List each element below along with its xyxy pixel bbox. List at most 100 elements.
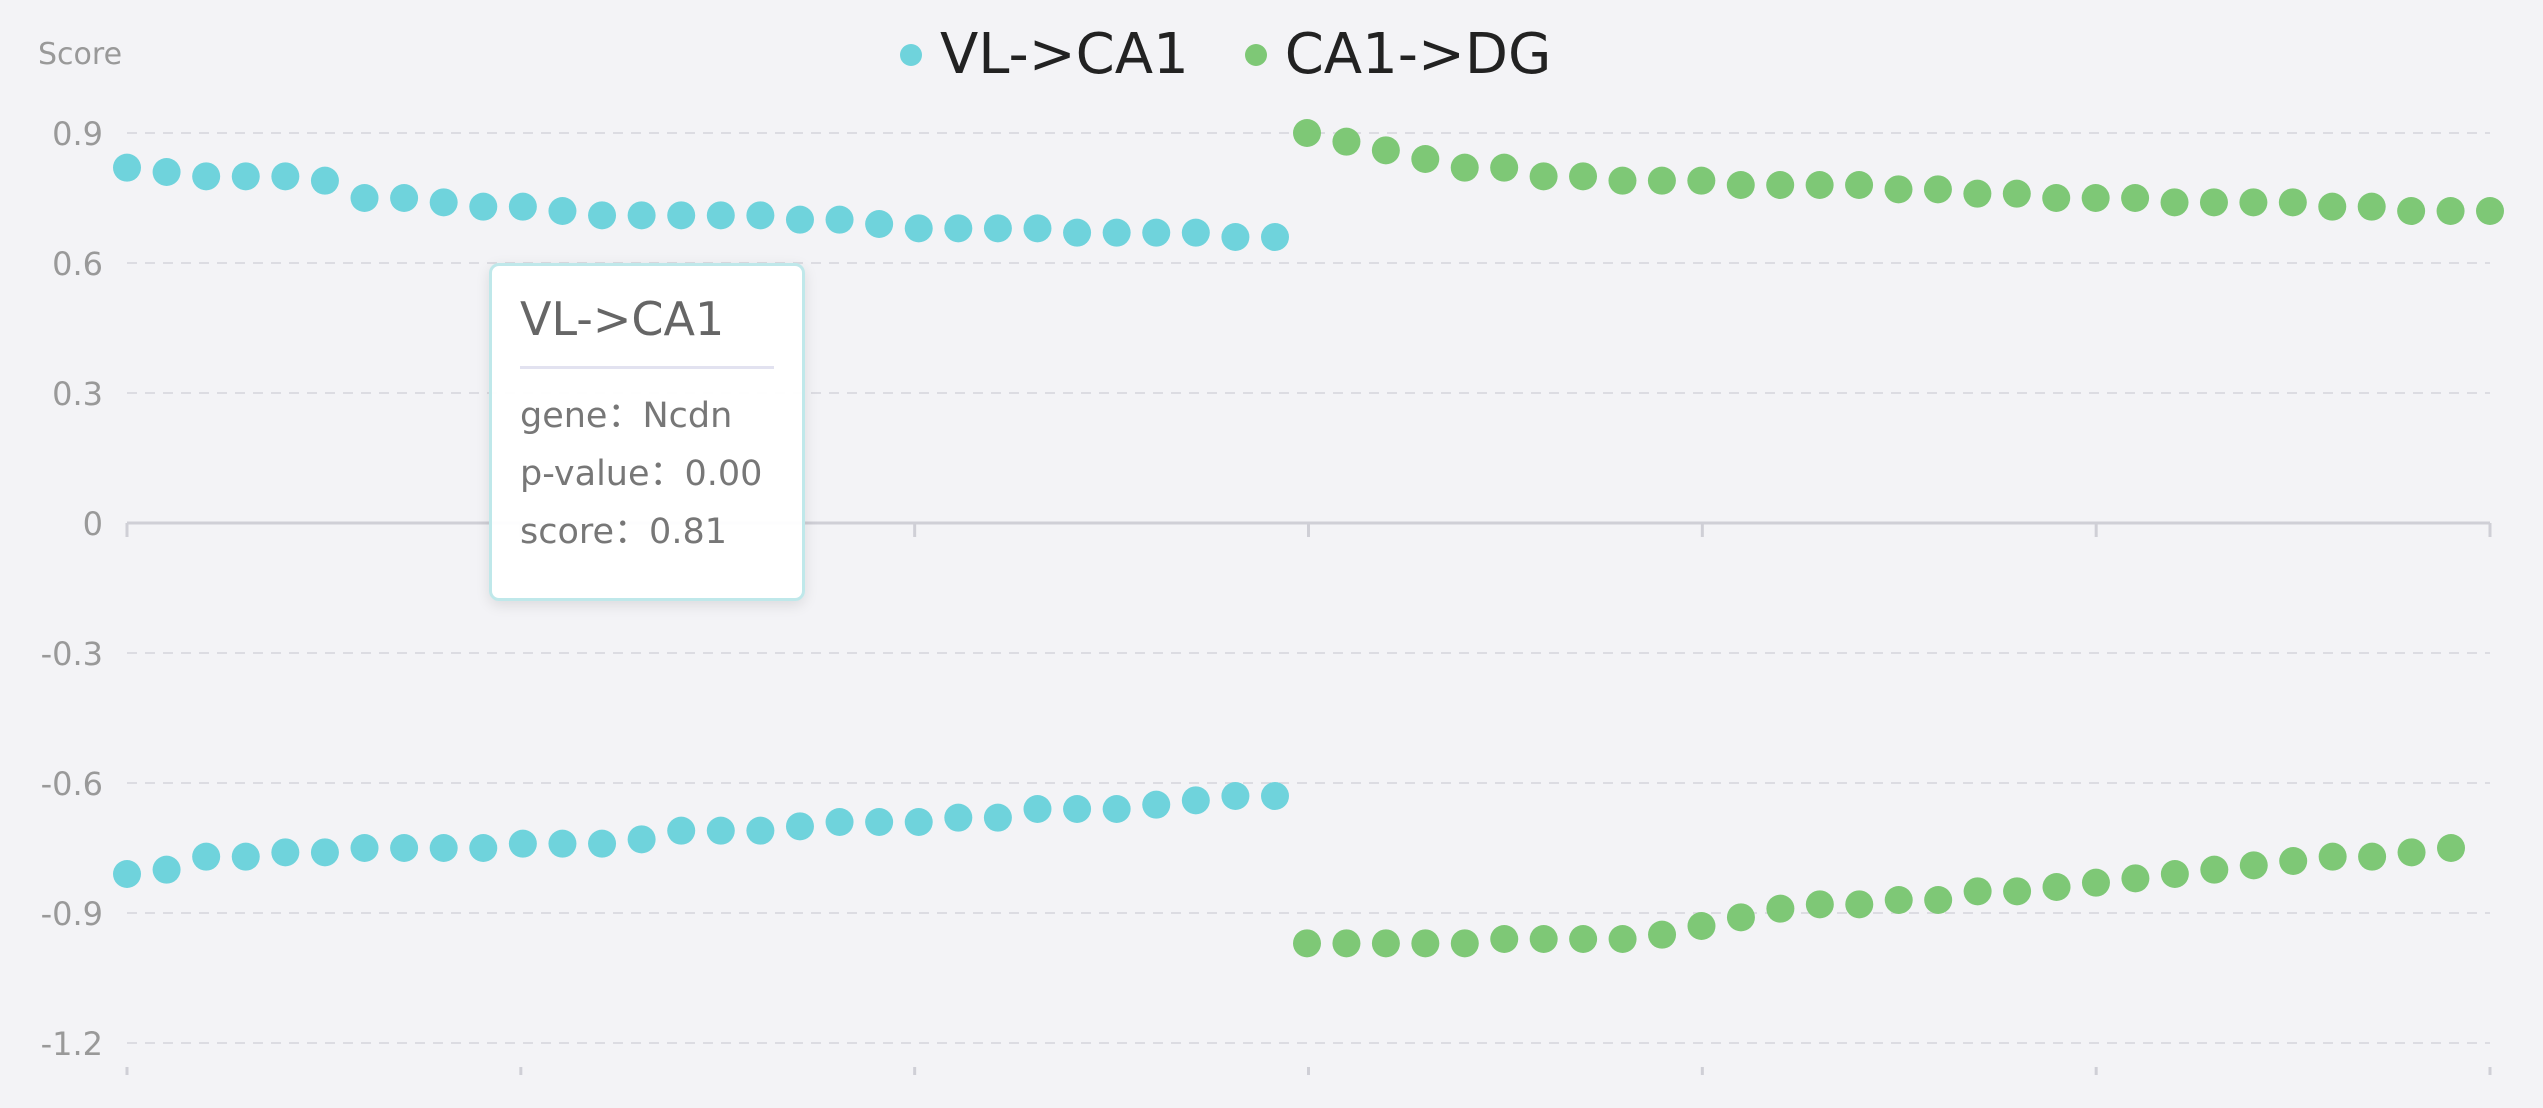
point-ca1-dg (2436, 197, 2465, 225)
point-vl-ca1 (865, 210, 894, 238)
point-ca1-dg (1293, 929, 1321, 958)
point-vl-ca1 (350, 184, 379, 212)
point-ca1-dg (1371, 929, 1400, 958)
legend-marker-ca1-dg (1244, 43, 1267, 66)
point-vl-ca1 (865, 808, 894, 836)
point-ca1-dg (1963, 877, 1992, 906)
point-vl-ca1 (1102, 218, 1131, 247)
point-vl-ca1 (1063, 218, 1092, 247)
point-vl-ca1 (1023, 795, 1052, 823)
point-ca1-dg (2397, 197, 2426, 225)
point-ca1-dg (1411, 929, 1440, 958)
legend-label-ca1-dg: CA1->DG (1284, 22, 1552, 87)
point-vl-ca1 (231, 162, 260, 191)
legend-marker-vl-ca1 (900, 43, 922, 66)
point-vl-ca1 (1221, 782, 1250, 810)
point-ca1-dg (1726, 171, 1755, 199)
point-ca1-dg (1371, 136, 1400, 165)
point-ca1-dg (2042, 873, 2071, 901)
legend-item-vl-ca1[interactable]: VL->CA1 (900, 22, 1189, 87)
point-ca1-dg (2003, 877, 2032, 906)
point-vl-ca1 (310, 166, 339, 195)
tooltip-score: score：0.81 (520, 512, 727, 552)
point-vl-ca1 (469, 834, 498, 862)
point-vl-ca1 (983, 214, 1012, 243)
point-ca1-dg (1805, 890, 1834, 919)
point-ca1-dg (1884, 886, 1913, 914)
point-vl-ca1 (469, 192, 498, 221)
point-ca1-dg (2160, 188, 2189, 217)
point-ca1-dg (2081, 184, 2110, 212)
point-ca1-dg (1963, 179, 1992, 208)
point-vl-ca1 (390, 834, 419, 862)
point-vl-ca1 (1102, 795, 1131, 823)
point-ca1-dg (1687, 166, 1716, 195)
tooltip-pvalue: p-value：0.00 (520, 454, 763, 494)
point-ca1-dg (1766, 171, 1795, 199)
point-vl-ca1 (588, 201, 617, 230)
point-vl-ca1 (548, 829, 577, 858)
point-ca1-dg (2318, 842, 2347, 871)
point-ca1-dg (1845, 171, 1874, 199)
point-ca1-dg (1923, 175, 1952, 204)
point-ca1-dg (1805, 171, 1834, 199)
point-ca1-dg (1648, 920, 1677, 949)
point-ca1-dg (1490, 153, 1519, 182)
point-ca1-dg (2081, 868, 2110, 897)
point-vl-ca1 (746, 816, 775, 845)
point-ca1-dg (1884, 175, 1913, 204)
y-tick-label: 0.9 (52, 115, 103, 153)
point-vl-ca1 (588, 829, 617, 858)
legend: VL->CA1 CA1->DG (900, 22, 1607, 87)
point-vl-ca1 (350, 834, 379, 862)
y-tick-label: 0.3 (52, 375, 103, 413)
tooltip-title: VL->CA1 (520, 292, 774, 369)
point-ca1-dg (1450, 153, 1479, 182)
point-vl-ca1 (785, 812, 814, 841)
point-vl-ca1 (310, 838, 339, 867)
point-vl-ca1 (152, 855, 181, 884)
point-ca1-dg (1529, 162, 1558, 191)
point-ca1-dg (2160, 860, 2189, 888)
point-vl-ca1 (1023, 214, 1052, 243)
point-ca1-dg (1569, 925, 1598, 953)
point-ca1-dg (1726, 903, 1755, 932)
point-vl-ca1 (429, 188, 458, 217)
legend-item-ca1-dg[interactable]: CA1->DG (1244, 22, 1552, 87)
point-ca1-dg (1332, 127, 1361, 156)
point-vl-ca1 (904, 214, 933, 243)
tooltip-gene: gene：Ncdn (520, 396, 733, 436)
data-tooltip: VL->CA1 gene：Ncdn p-value：0.00 score：0.8… (489, 263, 805, 601)
y-tick-label: -1.2 (41, 1025, 103, 1063)
point-vl-ca1 (390, 184, 419, 212)
point-ca1-dg (1332, 929, 1361, 958)
point-vl-ca1 (271, 838, 300, 867)
point-vl-ca1 (746, 201, 775, 230)
point-vl-ca1 (825, 205, 854, 234)
point-ca1-dg (2397, 838, 2426, 867)
point-ca1-dg (2437, 834, 2465, 862)
point-ca1-dg (1450, 929, 1479, 958)
point-vl-ca1 (1181, 786, 1210, 815)
point-ca1-dg (2121, 184, 2150, 212)
point-ca1-dg (2318, 192, 2347, 221)
point-vl-ca1 (667, 816, 696, 845)
point-vl-ca1 (1063, 795, 1092, 823)
point-vl-ca1 (706, 201, 735, 230)
point-vl-ca1 (627, 825, 656, 854)
point-vl-ca1 (231, 842, 260, 871)
point-ca1-dg (2357, 192, 2386, 221)
point-ca1-dg (2239, 851, 2268, 880)
point-ca1-dg (2476, 197, 2504, 225)
point-vl-ca1 (1261, 223, 1289, 251)
point-ca1-dg (1293, 119, 1321, 147)
point-ca1-dg (2239, 188, 2268, 217)
point-ca1-dg (1569, 162, 1598, 191)
point-ca1-dg (1608, 925, 1637, 953)
y-tick-label: -0.3 (41, 635, 103, 673)
point-ca1-dg (2042, 184, 2071, 212)
point-vl-ca1 (944, 803, 973, 832)
point-ca1-dg (2002, 179, 2031, 208)
point-vl-ca1 (983, 803, 1012, 832)
